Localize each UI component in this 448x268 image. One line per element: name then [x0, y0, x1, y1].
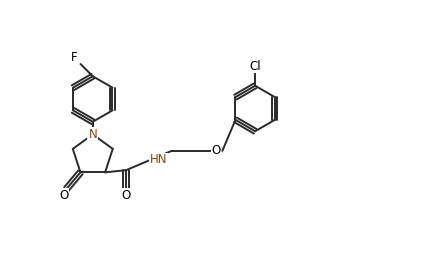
- Text: Cl: Cl: [250, 59, 261, 73]
- Text: O: O: [211, 144, 221, 157]
- Text: HN: HN: [150, 153, 167, 166]
- Text: F: F: [71, 51, 78, 64]
- Text: O: O: [60, 189, 69, 202]
- Text: O: O: [121, 189, 131, 202]
- Text: N: N: [88, 128, 97, 141]
